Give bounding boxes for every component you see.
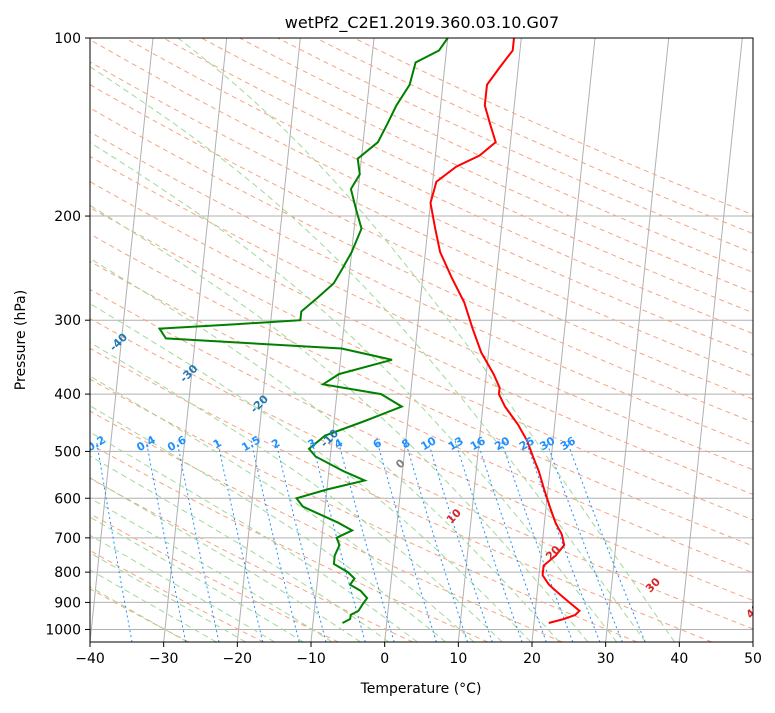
y-tick-label: 800	[54, 565, 81, 581]
x-tick-label: 20	[523, 651, 541, 667]
x-tick-label: −20	[223, 651, 253, 667]
y-tick-label: 700	[54, 531, 81, 547]
y-tick-label: 200	[54, 209, 81, 225]
y-tick-label: 300	[54, 313, 81, 329]
y-tick-label: 600	[54, 491, 81, 507]
x-tick-label: −40	[75, 651, 105, 667]
x-tick-label: −30	[149, 651, 179, 667]
y-tick-label: 500	[54, 444, 81, 460]
y-tick-label: 900	[54, 595, 81, 611]
x-tick-label: 10	[449, 651, 467, 667]
x-tick-label: 40	[670, 651, 688, 667]
x-tick-label: 30	[597, 651, 615, 667]
x-axis-label: Temperature (°C)	[360, 681, 482, 697]
chart-title: wetPf2_C2E1.2019.360.03.10.G07	[285, 13, 559, 33]
y-axis-label: Pressure (hPa)	[13, 290, 29, 390]
x-tick-label: 50	[744, 651, 762, 667]
x-tick-label: −10	[296, 651, 326, 667]
y-tick-label: 1000	[45, 622, 81, 638]
x-tick-label: 0	[380, 651, 389, 667]
y-tick-label: 100	[54, 31, 81, 47]
y-tick-label: 400	[54, 387, 81, 403]
